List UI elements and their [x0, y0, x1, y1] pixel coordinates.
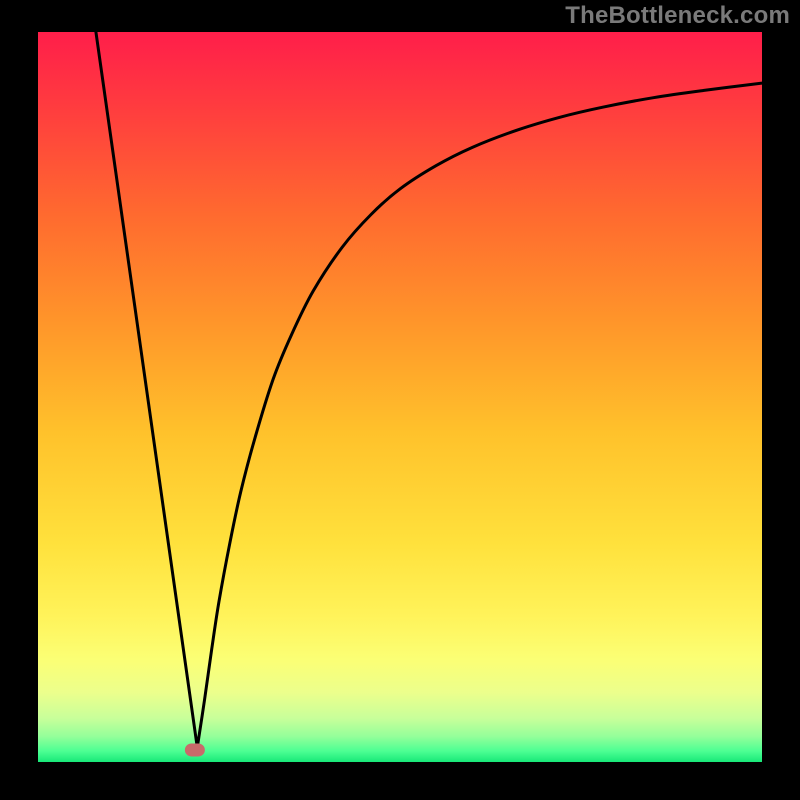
watermark-text: TheBottleneck.com	[565, 2, 790, 30]
curve-path	[96, 32, 762, 747]
minimum-marker	[185, 743, 205, 756]
chart-frame: TheBottleneck.com	[0, 0, 800, 800]
bottleneck-curve	[38, 32, 762, 762]
plot-area	[38, 32, 762, 762]
